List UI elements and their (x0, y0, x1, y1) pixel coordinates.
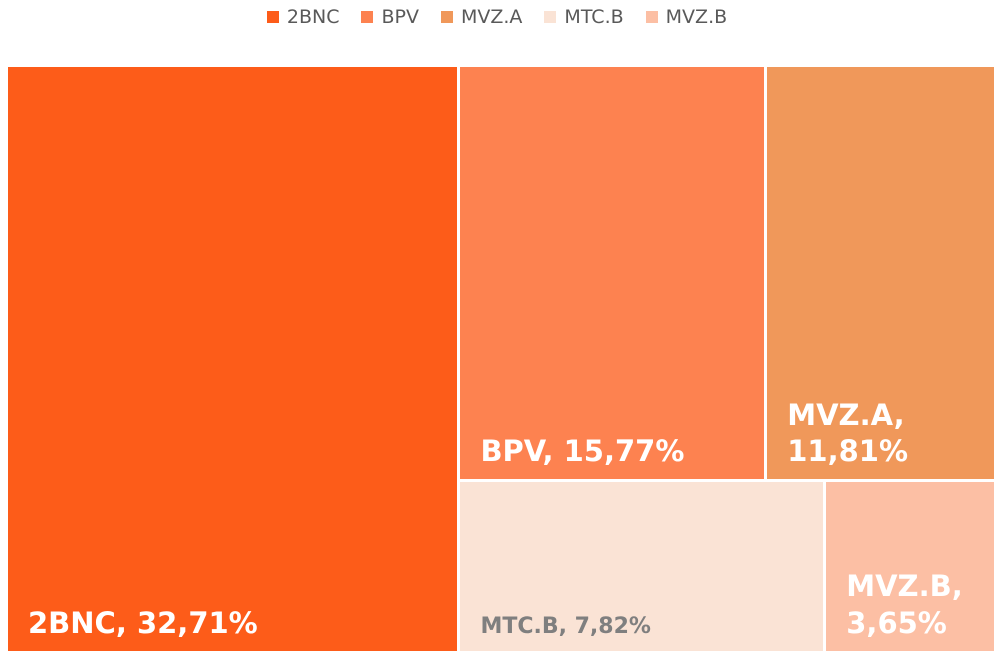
treemap-cell: MVZ.B, 3,65% (826, 482, 994, 651)
legend-item: BPV (361, 6, 419, 28)
legend-swatch (544, 11, 557, 23)
cell-label: MVZ.A, 11,81% (787, 397, 909, 469)
cell-label: 2BNC, 32,71% (28, 605, 258, 640)
treemap-cell: MTC.B, 7,82% (460, 482, 824, 651)
legend-label: 2BNC (286, 6, 340, 28)
legend-label: BPV (381, 6, 419, 28)
legend-label: MTC.B (564, 6, 624, 28)
legend-label: MVZ.A (460, 6, 523, 28)
cell-label: BPV, 15,77% (480, 434, 685, 469)
legend-swatch (440, 11, 453, 23)
treemap-cell: BPV, 15,77% (460, 67, 765, 480)
legend-item: 2BNC (266, 6, 340, 28)
treemap-cell: MVZ.A, 11,81% (767, 67, 994, 480)
legend-label: MVZ.B (665, 6, 728, 28)
cell-label: MVZ.B, 3,65% (846, 569, 963, 640)
legend: 2BNC BPV MVZ.A MTC.B MVZ.B (0, 6, 994, 28)
legend-item: MTC.B (544, 6, 624, 28)
legend-item: MVZ.B (645, 6, 728, 28)
legend-swatch (645, 11, 658, 23)
legend-swatch (266, 11, 279, 23)
legend-item: MVZ.A (440, 6, 523, 28)
cell-label: MTC.B, 7,82% (480, 614, 651, 640)
legend-swatch (361, 11, 374, 23)
treemap-cell: 2BNC, 32,71% (8, 67, 458, 651)
